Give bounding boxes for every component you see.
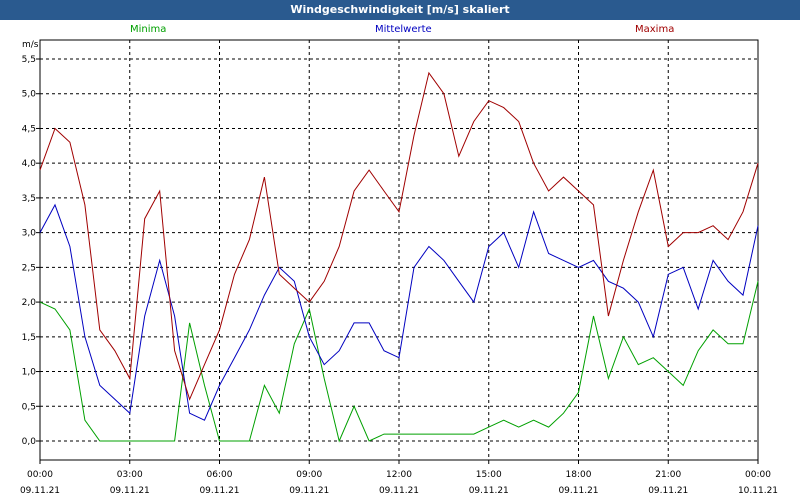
y-tick-label: 2,0 [22, 298, 37, 308]
x-tick-date-label: 09.11.21 [558, 486, 598, 496]
x-tick-time-label: 06:00 [207, 470, 233, 480]
x-tick-time-label: 00:00 [27, 470, 53, 480]
y-tick-label: 3,0 [22, 229, 37, 239]
maxima-line [39, 71, 759, 401]
y-tick-label: 1,0 [22, 368, 37, 378]
x-tick-time-label: 00:00 [745, 470, 771, 480]
y-tick-label: 3,5 [22, 194, 36, 204]
x-tick-time-label: 18:00 [566, 470, 592, 480]
x-tick-date-label: 09.11.21 [20, 486, 60, 496]
y-tick-label: 1,5 [22, 333, 36, 343]
y-tick-label: 5,5 [22, 55, 36, 65]
y-tick-label: 4,0 [22, 159, 37, 169]
y-tick-label: 2,5 [22, 263, 36, 273]
x-tick-date-label: 10.11.21 [738, 486, 778, 496]
legend-minima: Minima [130, 24, 167, 35]
y-tick-label: 4,5 [22, 124, 36, 134]
minima-line [39, 281, 759, 443]
x-tick-time-label: 15:00 [476, 470, 502, 480]
window-title: Windgeschwindigkeit [m/s] skaliert [0, 0, 800, 20]
y-axis-unit: m/s [22, 40, 39, 50]
x-tick-time-label: 21:00 [655, 470, 681, 480]
x-tick-time-label: 09:00 [296, 470, 322, 480]
x-tick-time-label: 03:00 [117, 470, 143, 480]
x-tick-time-label: 12:00 [386, 470, 412, 480]
legend-mittelwerte: Mittelwerte [375, 24, 432, 35]
y-tick-label: 0,0 [22, 437, 37, 447]
y-tick-label: 5,0 [22, 90, 37, 100]
x-tick-date-label: 09.11.21 [648, 486, 688, 496]
x-tick-date-label: 09.11.21 [289, 486, 329, 496]
mittelwerte-line [39, 203, 759, 421]
x-tick-date-label: 09.11.21 [110, 486, 150, 496]
x-tick-date-label: 09.11.21 [469, 486, 509, 496]
y-tick-label: 0,5 [22, 402, 36, 412]
x-tick-date-label: 09.11.21 [199, 486, 239, 496]
legend-maxima: Maxima [635, 24, 675, 35]
x-tick-date-label: 09.11.21 [379, 486, 419, 496]
